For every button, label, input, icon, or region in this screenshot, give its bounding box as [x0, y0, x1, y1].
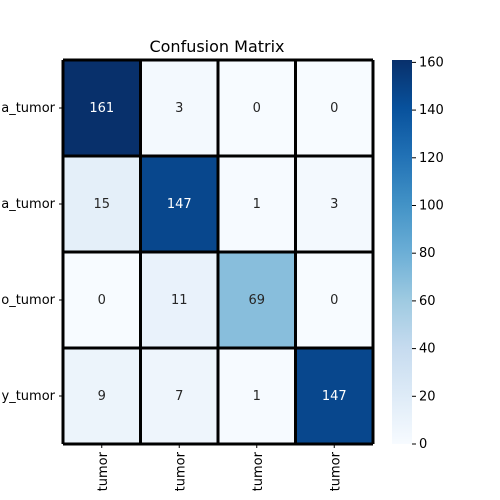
row-tick-label: y_tumor	[2, 389, 56, 404]
colorbar-tick-label: 20	[419, 389, 436, 404]
row-tick-label: o_tumor	[1, 293, 55, 308]
colorbar-gradient	[392, 60, 412, 444]
colorbar-tick-label: 60	[419, 294, 436, 309]
colorbar-tick-label: 120	[419, 151, 444, 166]
colorbar-tick-label: 40	[419, 342, 436, 357]
cell-value-label: 147	[167, 197, 192, 212]
cell-value-label: 7	[175, 389, 183, 404]
cell-value-label: 3	[175, 101, 183, 116]
cell-value-label: 3	[330, 197, 338, 212]
cell-value-label: 0	[330, 101, 338, 116]
colorbar-tick-label: 140	[419, 103, 444, 118]
colorbar-tick-label: 0	[419, 437, 427, 452]
cell-value-label: 1	[253, 389, 261, 404]
column-tick-label: tumor	[173, 451, 188, 491]
chart-title: Confusion Matrix	[149, 37, 284, 56]
cell-value-label: 161	[89, 101, 114, 116]
column-axis: tumor tumor tumor tumor	[96, 444, 344, 491]
column-tick-label: tumor	[96, 451, 111, 491]
cell-value-label: 11	[171, 293, 188, 308]
cell-value-label: 9	[98, 389, 106, 404]
row-tick-label: a_tumor	[1, 101, 55, 116]
cell-value-label: 69	[248, 293, 265, 308]
colorbar-tick-label: 100	[419, 198, 444, 213]
colorbar-tick-label: 80	[419, 246, 436, 261]
column-tick-label: tumor	[328, 451, 343, 491]
cell-value-label: 0	[253, 101, 261, 116]
colorbar: 0 20 40 60 80 100 120 140 160	[392, 55, 444, 452]
cell-value-label: 0	[330, 293, 338, 308]
cell-value-label: 15	[93, 197, 110, 212]
row-tick-label: a_tumor	[1, 197, 55, 212]
cell-value-label: 0	[98, 293, 106, 308]
row-axis: a_tumor a_tumor o_tumor y_tumor	[1, 101, 63, 404]
cell-value-label: 147	[322, 389, 347, 404]
cell-value-label: 1	[253, 197, 261, 212]
column-tick-label: tumor	[251, 451, 266, 491]
colorbar-tick-label: 160	[419, 55, 444, 70]
